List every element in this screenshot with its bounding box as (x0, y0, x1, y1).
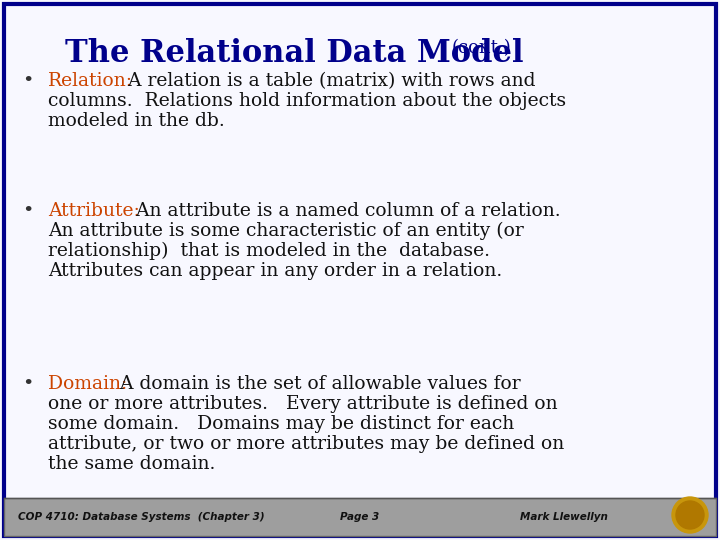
Circle shape (676, 501, 704, 529)
Circle shape (672, 497, 708, 533)
Text: •: • (22, 202, 34, 220)
Text: Relation:: Relation: (48, 72, 133, 90)
Text: Domain:: Domain: (48, 375, 133, 393)
Text: Mark Llewellyn: Mark Llewellyn (520, 512, 608, 522)
Text: (cont.): (cont.) (452, 39, 512, 57)
Text: Page 3: Page 3 (341, 512, 379, 522)
Bar (4, 498, 716, 536)
Text: Attributes can appear in any order in a relation.: Attributes can appear in any order in a … (48, 262, 503, 280)
Text: one or more attributes.   Every attribute is defined on: one or more attributes. Every attribute … (48, 395, 557, 413)
Text: COP 4710: Database Systems  (Chapter 3): COP 4710: Database Systems (Chapter 3) (18, 512, 265, 522)
Text: relationship)  that is modeled in the  database.: relationship) that is modeled in the dat… (48, 242, 490, 260)
Text: The Relational Data Model: The Relational Data Model (65, 38, 523, 69)
Text: A relation is a table (matrix) with rows and: A relation is a table (matrix) with rows… (122, 72, 535, 90)
Text: An attribute is some characteristic of an entity (or: An attribute is some characteristic of a… (48, 222, 523, 240)
Text: An attribute is a named column of a relation.: An attribute is a named column of a rela… (130, 202, 561, 220)
Text: modeled in the db.: modeled in the db. (48, 112, 225, 130)
Text: the same domain.: the same domain. (48, 455, 215, 473)
Text: Attribute:: Attribute: (48, 202, 140, 220)
Text: •: • (22, 72, 34, 90)
Text: some domain.   Domains may be distinct for each: some domain. Domains may be distinct for… (48, 415, 514, 433)
Text: attribute, or two or more attributes may be defined on: attribute, or two or more attributes may… (48, 435, 564, 453)
Text: columns.  Relations hold information about the objects: columns. Relations hold information abou… (48, 92, 566, 110)
Text: •: • (22, 375, 34, 393)
Text: A domain is the set of allowable values for: A domain is the set of allowable values … (114, 375, 521, 393)
